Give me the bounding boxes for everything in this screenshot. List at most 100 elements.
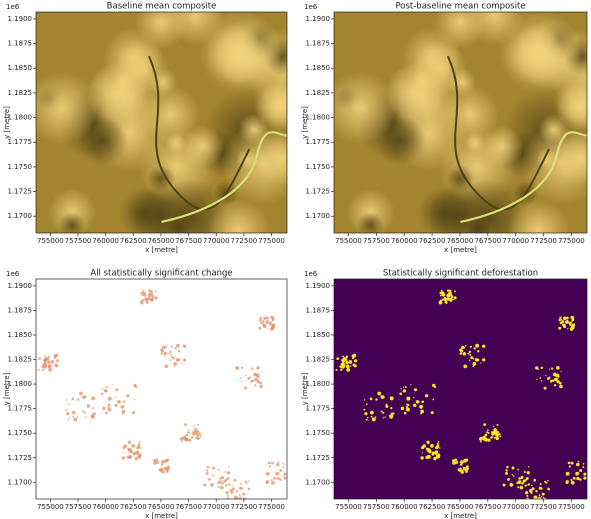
speck xyxy=(271,326,275,330)
speck xyxy=(123,452,125,454)
speck xyxy=(259,381,262,385)
texture xyxy=(480,125,524,168)
speck xyxy=(249,368,251,370)
speck xyxy=(523,500,526,503)
speck xyxy=(257,375,260,378)
speck xyxy=(220,485,224,490)
speck xyxy=(487,438,491,442)
y-tick-label: 1.1850 xyxy=(306,331,331,339)
texture xyxy=(207,199,271,233)
speck xyxy=(184,423,187,427)
x-axis-label: x [metre] xyxy=(145,246,178,254)
x-tick-label: 760000 xyxy=(92,503,119,511)
speck xyxy=(287,469,289,471)
speck xyxy=(205,471,209,475)
axes-frame xyxy=(35,278,288,500)
speck xyxy=(259,384,263,389)
x-tick-label: 770000 xyxy=(502,503,529,511)
speck xyxy=(571,320,573,322)
speck xyxy=(403,386,405,388)
speck xyxy=(375,398,378,401)
speck xyxy=(288,465,290,467)
speck xyxy=(571,316,574,320)
speck xyxy=(114,396,116,399)
x-tick-label: 767500 xyxy=(175,503,202,511)
speck xyxy=(139,441,141,443)
speck xyxy=(279,469,283,472)
speck xyxy=(180,362,183,364)
speck xyxy=(169,350,172,354)
texture xyxy=(507,199,570,233)
speck xyxy=(535,489,538,493)
speck xyxy=(128,448,133,453)
speck xyxy=(472,365,475,368)
speck xyxy=(392,412,395,415)
speck xyxy=(459,461,461,464)
speck xyxy=(229,488,233,493)
speck xyxy=(559,321,563,325)
y-tick-label: 1.1700 xyxy=(8,212,33,220)
speck xyxy=(345,355,349,358)
speck xyxy=(173,362,178,366)
speck xyxy=(587,469,589,471)
speck xyxy=(121,409,126,414)
speck xyxy=(560,370,562,373)
speck xyxy=(439,294,442,297)
y-tick-label: 1.1725 xyxy=(306,454,331,462)
speck xyxy=(447,295,449,297)
panel-title: Statistically significant deforestation xyxy=(383,269,538,279)
speck xyxy=(241,380,243,382)
speck xyxy=(111,384,113,386)
speck xyxy=(353,359,358,363)
speck xyxy=(93,412,97,415)
speck xyxy=(78,391,83,396)
texture xyxy=(128,183,193,233)
speck xyxy=(271,325,274,327)
speck xyxy=(282,466,285,468)
texture xyxy=(181,125,224,168)
speck xyxy=(402,389,406,393)
speck xyxy=(385,403,388,406)
speck xyxy=(67,418,70,421)
speck xyxy=(238,368,240,370)
y-tick-label: 1.1825 xyxy=(8,89,33,97)
speck xyxy=(162,345,166,349)
speck xyxy=(37,369,40,372)
speck xyxy=(129,447,131,450)
speck xyxy=(365,418,368,421)
speck xyxy=(240,487,243,490)
speck xyxy=(160,461,162,464)
speck xyxy=(226,497,231,499)
speck xyxy=(76,398,80,401)
speck xyxy=(261,320,265,324)
speck xyxy=(225,491,229,495)
speck xyxy=(144,297,149,301)
speck xyxy=(203,483,207,487)
speck xyxy=(224,500,227,503)
speck xyxy=(107,407,112,412)
speck xyxy=(511,473,514,476)
speck xyxy=(582,463,585,465)
speck xyxy=(545,481,548,484)
speck xyxy=(414,388,418,392)
speck xyxy=(100,392,104,396)
speck xyxy=(175,358,180,362)
texture xyxy=(334,71,397,145)
speck xyxy=(424,394,429,398)
speck xyxy=(468,350,471,354)
speck xyxy=(145,300,149,304)
speck xyxy=(583,474,585,476)
speck xyxy=(454,459,456,461)
speck xyxy=(352,354,357,358)
speck xyxy=(446,293,451,298)
river xyxy=(161,131,287,224)
speck xyxy=(468,359,471,362)
speck xyxy=(187,429,190,432)
speck xyxy=(259,316,262,319)
speck xyxy=(366,416,369,419)
speck xyxy=(160,348,164,352)
image xyxy=(334,279,589,503)
speck xyxy=(213,475,216,477)
speck xyxy=(212,466,216,470)
speck xyxy=(245,481,248,484)
